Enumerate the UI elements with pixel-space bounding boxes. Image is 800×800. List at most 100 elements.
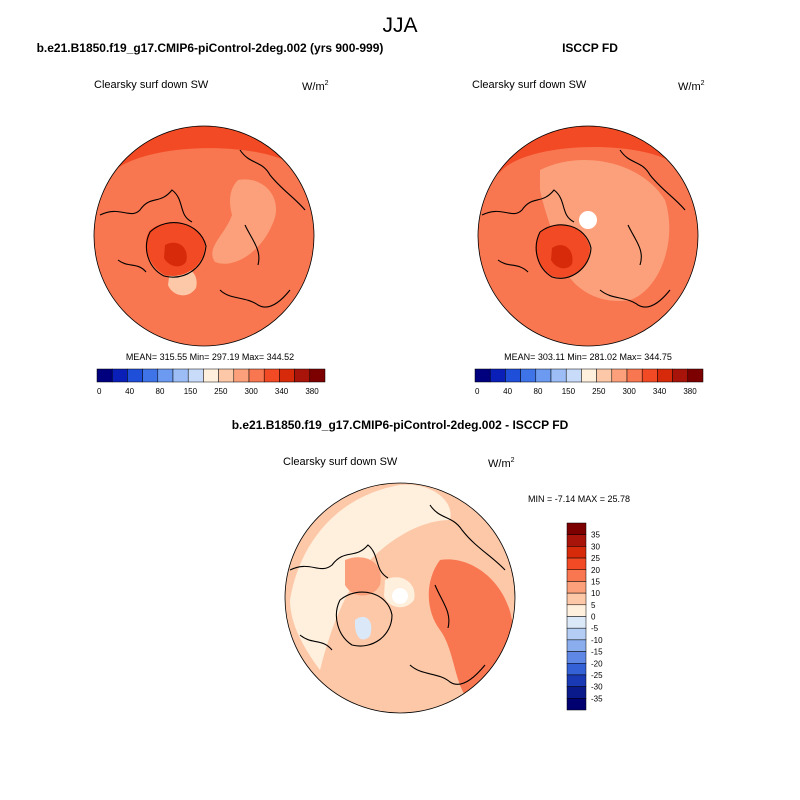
colorbar-swatch bbox=[657, 368, 673, 383]
panel-model-units: W/m2 bbox=[302, 80, 329, 93]
colorbar-swatch bbox=[142, 368, 159, 383]
colorbar-swatch bbox=[566, 674, 587, 687]
colorbar-swatch bbox=[309, 368, 326, 383]
colorbar-tick-label: -15 bbox=[591, 648, 603, 657]
colorbar-swatch bbox=[687, 368, 704, 383]
figure-title: JJA bbox=[382, 14, 417, 37]
panel-diff-units: W/m2 bbox=[488, 457, 515, 470]
panel-obs-map bbox=[478, 126, 698, 346]
colorbar-swatch bbox=[550, 368, 567, 383]
map-warm-patch bbox=[345, 557, 381, 596]
colorbar-swatch bbox=[218, 368, 235, 383]
colorbar-swatch bbox=[279, 368, 295, 383]
colorbar-swatch bbox=[566, 581, 587, 594]
colorbar-swatch bbox=[566, 663, 587, 676]
panel-model-colorbar: 0 40 80 150 250 300 340 380 bbox=[96, 368, 326, 396]
colorbar-swatch bbox=[566, 627, 587, 641]
colorbar-swatch bbox=[672, 368, 689, 383]
colorbar-tick-label: 10 bbox=[591, 589, 600, 598]
map-missing-pole bbox=[392, 588, 408, 604]
colorbar-tick-label: 30 bbox=[591, 542, 600, 551]
map-near-zero-region bbox=[290, 484, 451, 670]
panel-diff-stats: MIN = -7.14 MAX = 25.78 bbox=[528, 494, 630, 504]
map-coastlines bbox=[289, 504, 506, 685]
colorbar-tick-label: -20 bbox=[591, 659, 603, 668]
colorbar-swatch bbox=[505, 368, 521, 383]
colorbar-swatch bbox=[581, 368, 597, 383]
colorbar-swatch bbox=[172, 368, 189, 383]
colorbar-tick-label: 300 bbox=[245, 387, 259, 396]
colorbar-swatch bbox=[111, 368, 128, 383]
colorbar-tick-label: 20 bbox=[591, 566, 600, 575]
colorbar-tick-label: 300 bbox=[623, 387, 637, 396]
map-greenland-core bbox=[164, 242, 187, 267]
colorbar-swatch bbox=[248, 368, 265, 383]
colorbar-tick-label: 15 bbox=[591, 577, 600, 586]
colorbar-swatch bbox=[566, 651, 587, 664]
colorbar-swatch bbox=[96, 368, 113, 383]
colorbar-tick-label: 35 bbox=[591, 531, 600, 540]
panel-obs-units: W/m2 bbox=[678, 80, 705, 93]
panel-obs-colorbar: 0 40 80 150 250 300 340 380 bbox=[474, 368, 704, 396]
colorbar-swatch bbox=[263, 368, 280, 383]
colorbar-swatch bbox=[566, 534, 587, 547]
colorbar-tick-label: 25 bbox=[591, 554, 600, 563]
colorbar-swatch bbox=[535, 368, 552, 383]
colorbar-swatch bbox=[203, 368, 219, 383]
colorbar-tick-label: 80 bbox=[534, 387, 543, 396]
colorbar-swatch bbox=[566, 569, 587, 582]
panel-model: b.e21.B1850.f19_g17.CMIP6-piControl-2deg… bbox=[37, 41, 384, 396]
colorbar-tick-label: 380 bbox=[683, 387, 697, 396]
colorbar-swatch bbox=[474, 368, 491, 383]
colorbar-swatch bbox=[641, 368, 658, 383]
map-center-region bbox=[212, 179, 277, 264]
map-negative-patch bbox=[354, 616, 372, 640]
colorbar-tick-label: 340 bbox=[275, 387, 289, 396]
colorbar-swatch bbox=[520, 368, 537, 383]
colorbar-swatch bbox=[294, 368, 311, 383]
panel-diff-colorbar: 35 30 25 20 15 10 5 0 -5 -10 -15 -20 -25 -30 -35 bbox=[566, 522, 603, 711]
colorbar-swatch bbox=[187, 368, 204, 383]
colorbar-tick-label: 0 bbox=[97, 387, 102, 396]
panel-obs: ISCCP FD Clearsky surf down SW W/m2 MEAN… bbox=[472, 41, 705, 396]
colorbar-tick-label: 0 bbox=[475, 387, 480, 396]
colorbar-swatch bbox=[566, 546, 587, 559]
colorbar-tick-label: -30 bbox=[591, 683, 603, 692]
map-outer-band bbox=[498, 126, 680, 175]
map-east-warm-region bbox=[428, 559, 513, 700]
colorbar-tick-label: -25 bbox=[591, 671, 603, 680]
map-coastlines bbox=[481, 149, 686, 308]
panel-obs-title: ISCCP FD bbox=[562, 41, 618, 55]
colorbar-tick-label: 40 bbox=[125, 387, 134, 396]
map-greenland-core bbox=[551, 245, 573, 269]
panel-model-title: b.e21.B1850.f19_g17.CMIP6-piControl-2deg… bbox=[37, 41, 384, 55]
colorbar-swatch bbox=[233, 368, 250, 383]
panel-obs-variable: Clearsky surf down SW bbox=[472, 79, 587, 91]
colorbar-tick-label: 80 bbox=[156, 387, 165, 396]
colorbar-swatch bbox=[566, 639, 587, 652]
map-coastlines bbox=[99, 149, 306, 308]
colorbar-tick-label: 340 bbox=[653, 387, 667, 396]
colorbar-tick-label: 0 bbox=[591, 613, 596, 622]
panel-diff-map bbox=[285, 483, 515, 713]
colorbar-swatch bbox=[489, 368, 506, 383]
panel-model-map bbox=[94, 126, 314, 346]
panel-diff: b.e21.B1850.f19_g17.CMIP6-piControl-2deg… bbox=[232, 418, 630, 714]
colorbar-swatch bbox=[566, 592, 587, 606]
colorbar-swatch bbox=[566, 557, 587, 570]
colorbar-tick-label: -10 bbox=[591, 636, 603, 645]
colorbar-tick-label: -35 bbox=[591, 694, 603, 703]
colorbar-tick-label: 5 bbox=[591, 601, 596, 610]
colorbar-swatch bbox=[566, 604, 587, 617]
panel-model-variable: Clearsky surf down SW bbox=[94, 79, 209, 91]
colorbar-tick-label: 150 bbox=[184, 387, 198, 396]
colorbar-swatch bbox=[626, 368, 643, 383]
colorbar-tick-label: 250 bbox=[592, 387, 606, 396]
colorbar-swatch bbox=[565, 368, 582, 383]
map-missing-pole bbox=[579, 211, 597, 229]
colorbar-swatch bbox=[566, 616, 587, 629]
colorbar-swatch bbox=[611, 368, 628, 383]
panel-diff-title: b.e21.B1850.f19_g17.CMIP6-piControl-2deg… bbox=[232, 418, 569, 432]
colorbar-swatch bbox=[566, 686, 587, 699]
